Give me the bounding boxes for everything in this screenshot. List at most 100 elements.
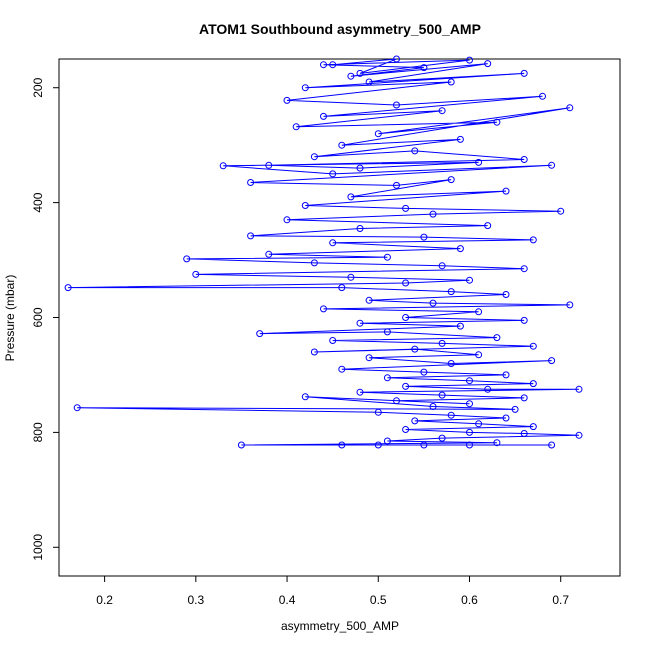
data-point <box>329 337 337 344</box>
data-point <box>247 232 255 240</box>
data-point <box>420 441 428 449</box>
y-axis-label: Pressure (mbar) <box>3 275 17 362</box>
data-point <box>265 161 273 169</box>
data-point <box>219 162 227 170</box>
data-point <box>493 334 501 342</box>
data-point <box>520 265 528 273</box>
data-point <box>73 404 81 412</box>
y-tick-label: 600 <box>31 307 45 327</box>
data-point <box>402 314 410 321</box>
x-tick-label: 0.2 <box>96 593 113 607</box>
x-tick-label: 0.5 <box>370 593 387 607</box>
data-point <box>447 411 455 419</box>
data-point <box>374 441 382 449</box>
data-point <box>484 60 492 68</box>
data-point <box>283 96 291 104</box>
data-point <box>320 61 327 69</box>
data-point <box>320 112 327 120</box>
data-point <box>192 270 200 278</box>
data-point <box>529 342 537 350</box>
data-point <box>265 250 273 258</box>
data-point <box>338 284 346 292</box>
plot-area <box>58 55 621 577</box>
data-point <box>466 400 473 408</box>
data-point <box>64 284 72 292</box>
data-point <box>484 222 492 230</box>
data-point <box>447 360 455 367</box>
data-point <box>356 319 364 327</box>
y-tick-label: 400 <box>31 192 45 212</box>
data-point <box>347 72 355 80</box>
data-point <box>256 330 264 338</box>
data-point <box>347 193 355 201</box>
data-point <box>383 253 391 261</box>
plot-frame <box>58 58 621 577</box>
data-point <box>283 216 291 224</box>
data-point <box>347 273 355 281</box>
data-point <box>447 288 455 296</box>
data-point <box>356 225 364 232</box>
data-point <box>456 135 464 143</box>
data-point <box>438 434 446 442</box>
data-point <box>502 414 510 422</box>
data-point <box>420 233 428 241</box>
data-point <box>493 439 501 447</box>
data-point <box>484 385 492 393</box>
data-point <box>365 296 373 304</box>
data-point <box>466 441 473 449</box>
data-point <box>502 371 510 379</box>
chart-title: ATOM1 Southbound asymmetry_500_AMP <box>199 21 481 37</box>
data-point <box>247 179 255 186</box>
x-tick-label: 0.6 <box>461 593 478 607</box>
data-point <box>529 380 537 388</box>
data-point <box>502 187 510 195</box>
data-point <box>539 92 546 100</box>
data-point <box>557 207 565 215</box>
data-point <box>393 181 400 189</box>
y-axis: 200 400 600 800 1000 <box>31 77 59 561</box>
data-point <box>511 405 519 413</box>
data-point <box>310 153 318 161</box>
data-point <box>475 420 483 428</box>
data-point <box>520 69 528 77</box>
data-point <box>338 141 346 149</box>
data-point <box>520 316 528 324</box>
x-axis-label: asymmetry_500_AMP <box>281 619 399 633</box>
x-tick-label: 0.7 <box>552 593 569 607</box>
data-point <box>356 388 364 396</box>
data-point <box>329 239 337 247</box>
data-point <box>520 430 528 437</box>
data-point <box>475 308 483 316</box>
data-point <box>447 78 455 86</box>
data-point <box>502 291 510 298</box>
x-tick-label: 0.4 <box>279 593 296 607</box>
data-point <box>548 161 556 169</box>
data-point <box>438 391 446 399</box>
data-point <box>365 354 373 362</box>
data-point <box>402 426 410 433</box>
data-point <box>183 255 191 263</box>
data-point <box>402 204 410 212</box>
data-point <box>548 357 556 365</box>
data-point <box>529 423 537 431</box>
data-point <box>566 301 574 309</box>
data-point <box>475 351 483 359</box>
data-point <box>411 417 419 425</box>
series-line <box>68 58 580 446</box>
data-point <box>338 441 346 449</box>
data-point <box>402 279 410 287</box>
data-point <box>520 394 528 402</box>
data-point <box>438 339 446 347</box>
data-point <box>548 441 556 449</box>
data-point <box>466 56 473 64</box>
data-point <box>329 170 337 178</box>
data-point <box>310 259 318 267</box>
data-point <box>383 374 391 382</box>
data-point <box>429 210 437 218</box>
data-point <box>575 385 583 393</box>
data-point <box>310 348 318 356</box>
series-points <box>64 55 583 449</box>
data-point <box>447 176 455 184</box>
data-point <box>438 262 446 270</box>
